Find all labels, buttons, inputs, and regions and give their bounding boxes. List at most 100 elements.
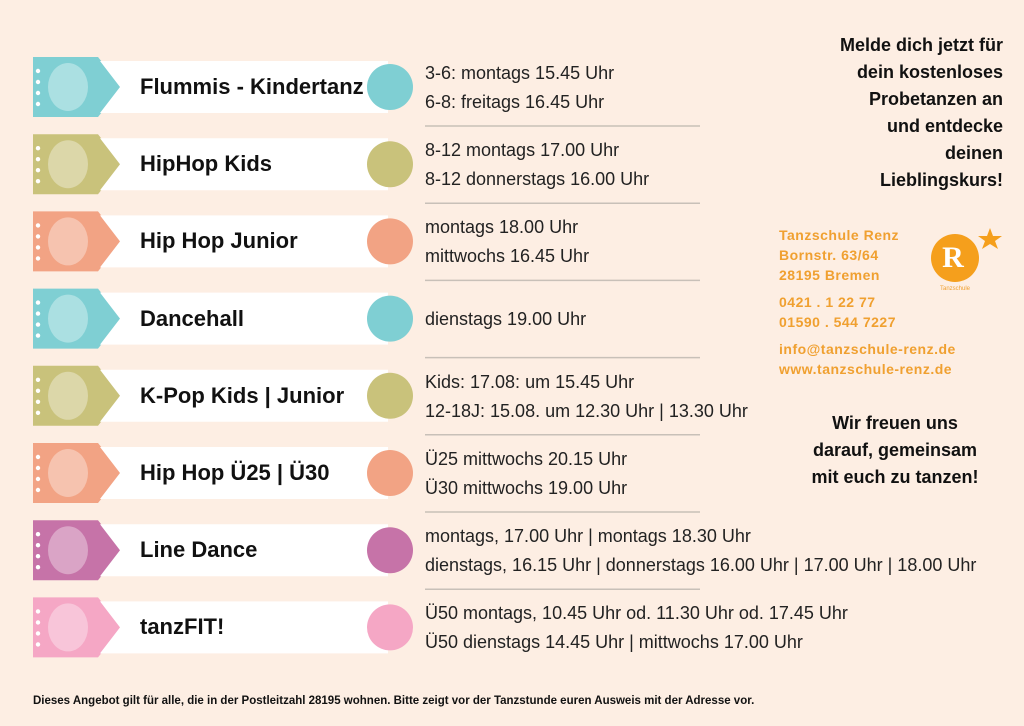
course-dot: [367, 527, 413, 574]
tag-hole: [35, 223, 41, 228]
course-time: dienstags, 16.15 Uhr | donnerstags 16.00…: [425, 555, 977, 576]
contact-web[interactable]: www.tanzschule-renz.de: [779, 361, 953, 377]
tag-hole: [35, 101, 41, 107]
closing-line: Wir freuen uns: [832, 413, 958, 433]
tag-hole: [35, 543, 41, 548]
course-tag: [33, 57, 122, 117]
tag-hole: [35, 388, 41, 393]
tag-hole: [35, 465, 41, 471]
footer: Dieses Angebot gilt für alle, die in der…: [33, 695, 755, 707]
tag-hole: [35, 642, 41, 647]
course-name: Hip Hop Junior: [140, 228, 298, 254]
course-time: dienstags 19.00 Uhr: [425, 308, 587, 329]
tag-hole: [35, 90, 41, 96]
tag-hole: [35, 322, 41, 327]
contact-street: Bornstr. 63/64: [779, 247, 879, 263]
invitation-line: Lieblingskurs!: [879, 170, 1003, 190]
tag-hole: [35, 311, 41, 316]
dancer-photo: [48, 63, 88, 111]
course-tag: [33, 134, 122, 195]
logo-circle: [931, 234, 979, 282]
course-dot: [367, 64, 413, 110]
invitation-line: Probetanzen an: [868, 89, 1003, 109]
logo-caption: Tanzschule: [940, 286, 971, 292]
tag-hole: [35, 245, 41, 250]
tag-hole: [35, 79, 41, 85]
course-tag: [33, 211, 122, 272]
contact-email[interactable]: info@tanzschule-renz.de: [779, 341, 956, 357]
course-label: [100, 138, 388, 191]
tag-hole: [35, 68, 41, 74]
course-dot: [367, 218, 413, 265]
course-dot: [367, 604, 413, 651]
course-label: [100, 61, 388, 113]
course-name: Line Dance: [140, 537, 258, 563]
invitation-line: deinen: [944, 143, 1003, 163]
tag-hole: [35, 157, 41, 162]
closing-line: darauf, gemeinsam: [812, 440, 978, 460]
course-time: Kids: 17.08: um 15.45 Uhr: [425, 371, 635, 392]
course-time: 3-6: montags 15.45 Uhr: [425, 63, 615, 83]
dancer-photo: [48, 294, 88, 343]
course-time: 12-18J: 15.08. um 12.30 Uhr | 13.30 Uhr: [425, 400, 748, 421]
course-dot: [367, 141, 413, 188]
course-label: [100, 292, 388, 345]
course-time: 8-12 donnerstags 16.00 Uhr: [425, 169, 650, 190]
tag-hole: [35, 454, 41, 460]
course-name: Dancehall: [140, 305, 244, 331]
course-name: HipHop Kids: [140, 151, 272, 177]
course-time: Ü50 dienstags 14.45 Uhr | mittwochs 17.0…: [425, 632, 803, 653]
tag-hole: [35, 300, 41, 305]
logo-letter: R: [942, 241, 964, 274]
dancer-photo: [48, 371, 88, 420]
course-time: 8-12 montags 17.00 Uhr: [425, 140, 620, 161]
course-tag: [33, 288, 122, 349]
tag-hole: [35, 256, 41, 261]
course-name: Hip Hop Ü25 | Ü30: [140, 460, 330, 485]
dancer-photo: [48, 449, 88, 497]
course-label: [100, 524, 388, 577]
tag-hole: [35, 179, 41, 184]
contact-school: Tanzschule Renz: [779, 227, 900, 243]
tag-hole: [35, 234, 41, 239]
dancer-photo: [48, 603, 88, 652]
tag-hole: [35, 532, 41, 537]
dancer-photo: [48, 217, 88, 266]
course-time: 6-8: freitags 16.45 Uhr: [425, 92, 605, 112]
course-time: montags, 17.00 Uhr | montags 18.30 Uhr: [425, 526, 751, 547]
tag-hole: [35, 333, 41, 338]
tag-hole: [35, 146, 41, 151]
course-tag: [33, 520, 122, 581]
dancer-photo: [48, 140, 88, 189]
tag-hole: [35, 487, 41, 493]
course-tag: [33, 443, 122, 503]
invitation-line: Melde dich jetzt für: [839, 35, 1003, 55]
contact-mobile: 01590 . 544 7227: [779, 314, 896, 330]
course-label: [100, 369, 388, 422]
course-name: tanzFIT!: [140, 614, 225, 640]
tag-hole: [35, 565, 41, 570]
logo-star: [978, 228, 1002, 249]
course-time: montags 18.00 Uhr: [425, 217, 579, 238]
invitation-line: und entdecke: [886, 116, 1003, 136]
course-label: [100, 447, 388, 499]
invitation-line: dein kostenloses: [856, 62, 1003, 82]
course-dot: [367, 295, 413, 342]
tag-hole: [35, 631, 41, 636]
course-label: [100, 215, 388, 268]
course-name: K-Pop Kids | Junior: [140, 382, 345, 408]
tag-hole: [35, 168, 41, 173]
course-time: Ü50 montags, 10.45 Uhr od. 11.30 Uhr od.…: [425, 603, 848, 624]
tag-hole: [35, 410, 41, 415]
closing-line: mit euch zu tanzen!: [811, 467, 979, 487]
course-name: Flummis - Kindertanz: [140, 74, 364, 99]
course-label: [100, 601, 388, 654]
contact-city: 28195 Bremen: [779, 267, 880, 283]
course-tag: [33, 365, 122, 426]
tag-hole: [35, 620, 41, 625]
course-time: Ü25 mittwochs 20.15 Uhr: [425, 449, 628, 469]
tag-hole: [35, 377, 41, 382]
tag-hole: [35, 476, 41, 482]
